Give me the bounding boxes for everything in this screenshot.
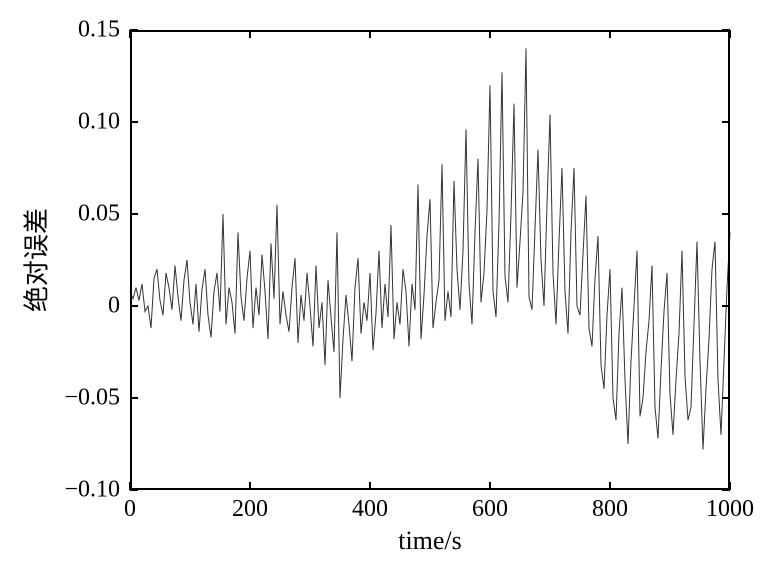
y-tick-mark	[130, 489, 138, 491]
y-tick-mark	[722, 397, 730, 399]
y-tick-mark	[722, 213, 730, 215]
x-tick-mark	[489, 30, 491, 38]
series-path	[130, 48, 730, 449]
x-tick-mark	[729, 482, 731, 490]
x-tick-mark	[489, 482, 491, 490]
x-tick-mark	[129, 482, 131, 490]
y-tick-mark	[130, 121, 138, 123]
x-tick-label: 200	[232, 496, 268, 523]
y-tick-mark	[130, 29, 138, 31]
error-series-line	[130, 30, 730, 490]
x-axis-label: time/s	[398, 526, 462, 556]
y-tick-mark	[130, 397, 138, 399]
y-tick-label: 0.15	[78, 17, 120, 44]
y-tick-label: 0.10	[78, 109, 120, 136]
y-tick-mark	[130, 305, 138, 307]
x-tick-mark	[369, 30, 371, 38]
x-tick-mark	[369, 482, 371, 490]
x-tick-mark	[129, 30, 131, 38]
x-tick-mark	[729, 30, 731, 38]
x-tick-label: 400	[352, 496, 388, 523]
x-tick-label: 0	[124, 496, 136, 523]
plot-area	[130, 30, 730, 490]
x-tick-mark	[609, 482, 611, 490]
x-tick-mark	[249, 482, 251, 490]
y-tick-label: 0	[108, 293, 120, 320]
y-axis-label: 绝对误差	[17, 208, 54, 312]
x-tick-label: 600	[472, 496, 508, 523]
x-tick-mark	[609, 30, 611, 38]
y-tick-label: −0.10	[64, 477, 120, 504]
y-tick-mark	[130, 213, 138, 215]
chart-figure: −0.10 −0.05 0 0.05 0.10 0.15 0 200 400 600 800 100…	[0, 0, 771, 581]
x-tick-label: 800	[592, 496, 628, 523]
x-tick-mark	[249, 30, 251, 38]
y-tick-label: −0.05	[64, 385, 120, 412]
x-tick-label: 1000	[706, 496, 754, 523]
y-tick-mark	[722, 121, 730, 123]
y-tick-mark	[722, 305, 730, 307]
y-tick-label: 0.05	[78, 201, 120, 228]
